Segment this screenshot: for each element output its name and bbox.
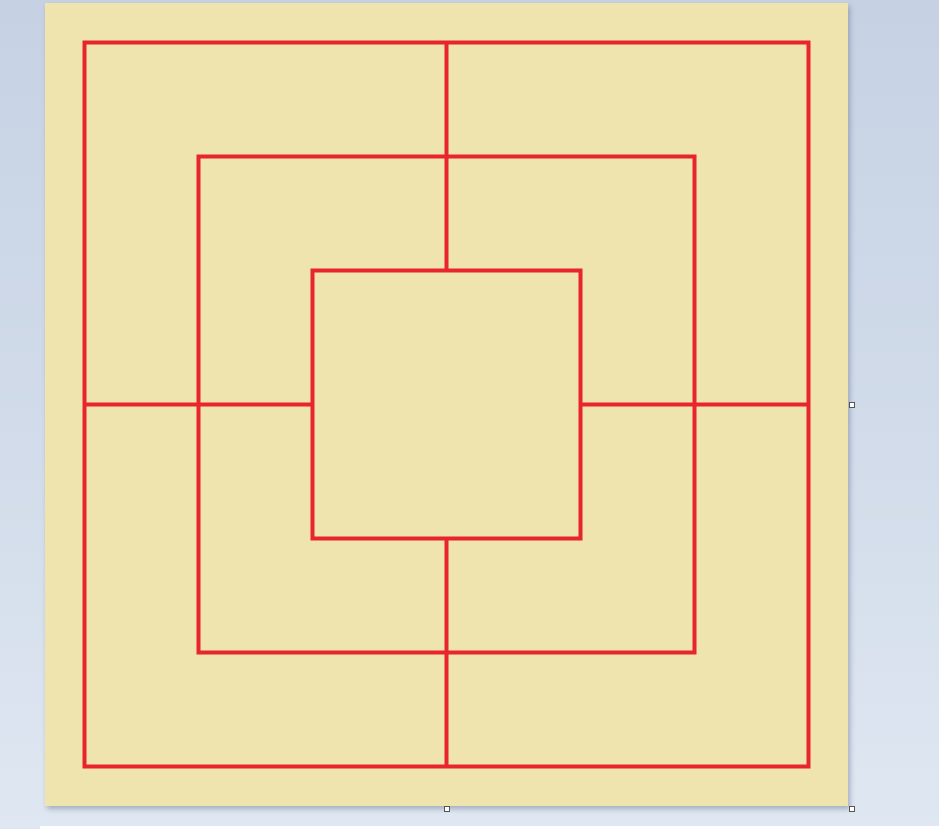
- game-board-canvas[interactable]: [45, 3, 848, 806]
- resize-handle-bottom-mid[interactable]: [444, 806, 450, 812]
- scroll-strip: [40, 826, 939, 829]
- resize-handle-right-mid[interactable]: [849, 402, 855, 408]
- board-lines: [82, 40, 811, 769]
- morris-board: [45, 3, 848, 806]
- resize-handle-bottom-right[interactable]: [849, 806, 855, 812]
